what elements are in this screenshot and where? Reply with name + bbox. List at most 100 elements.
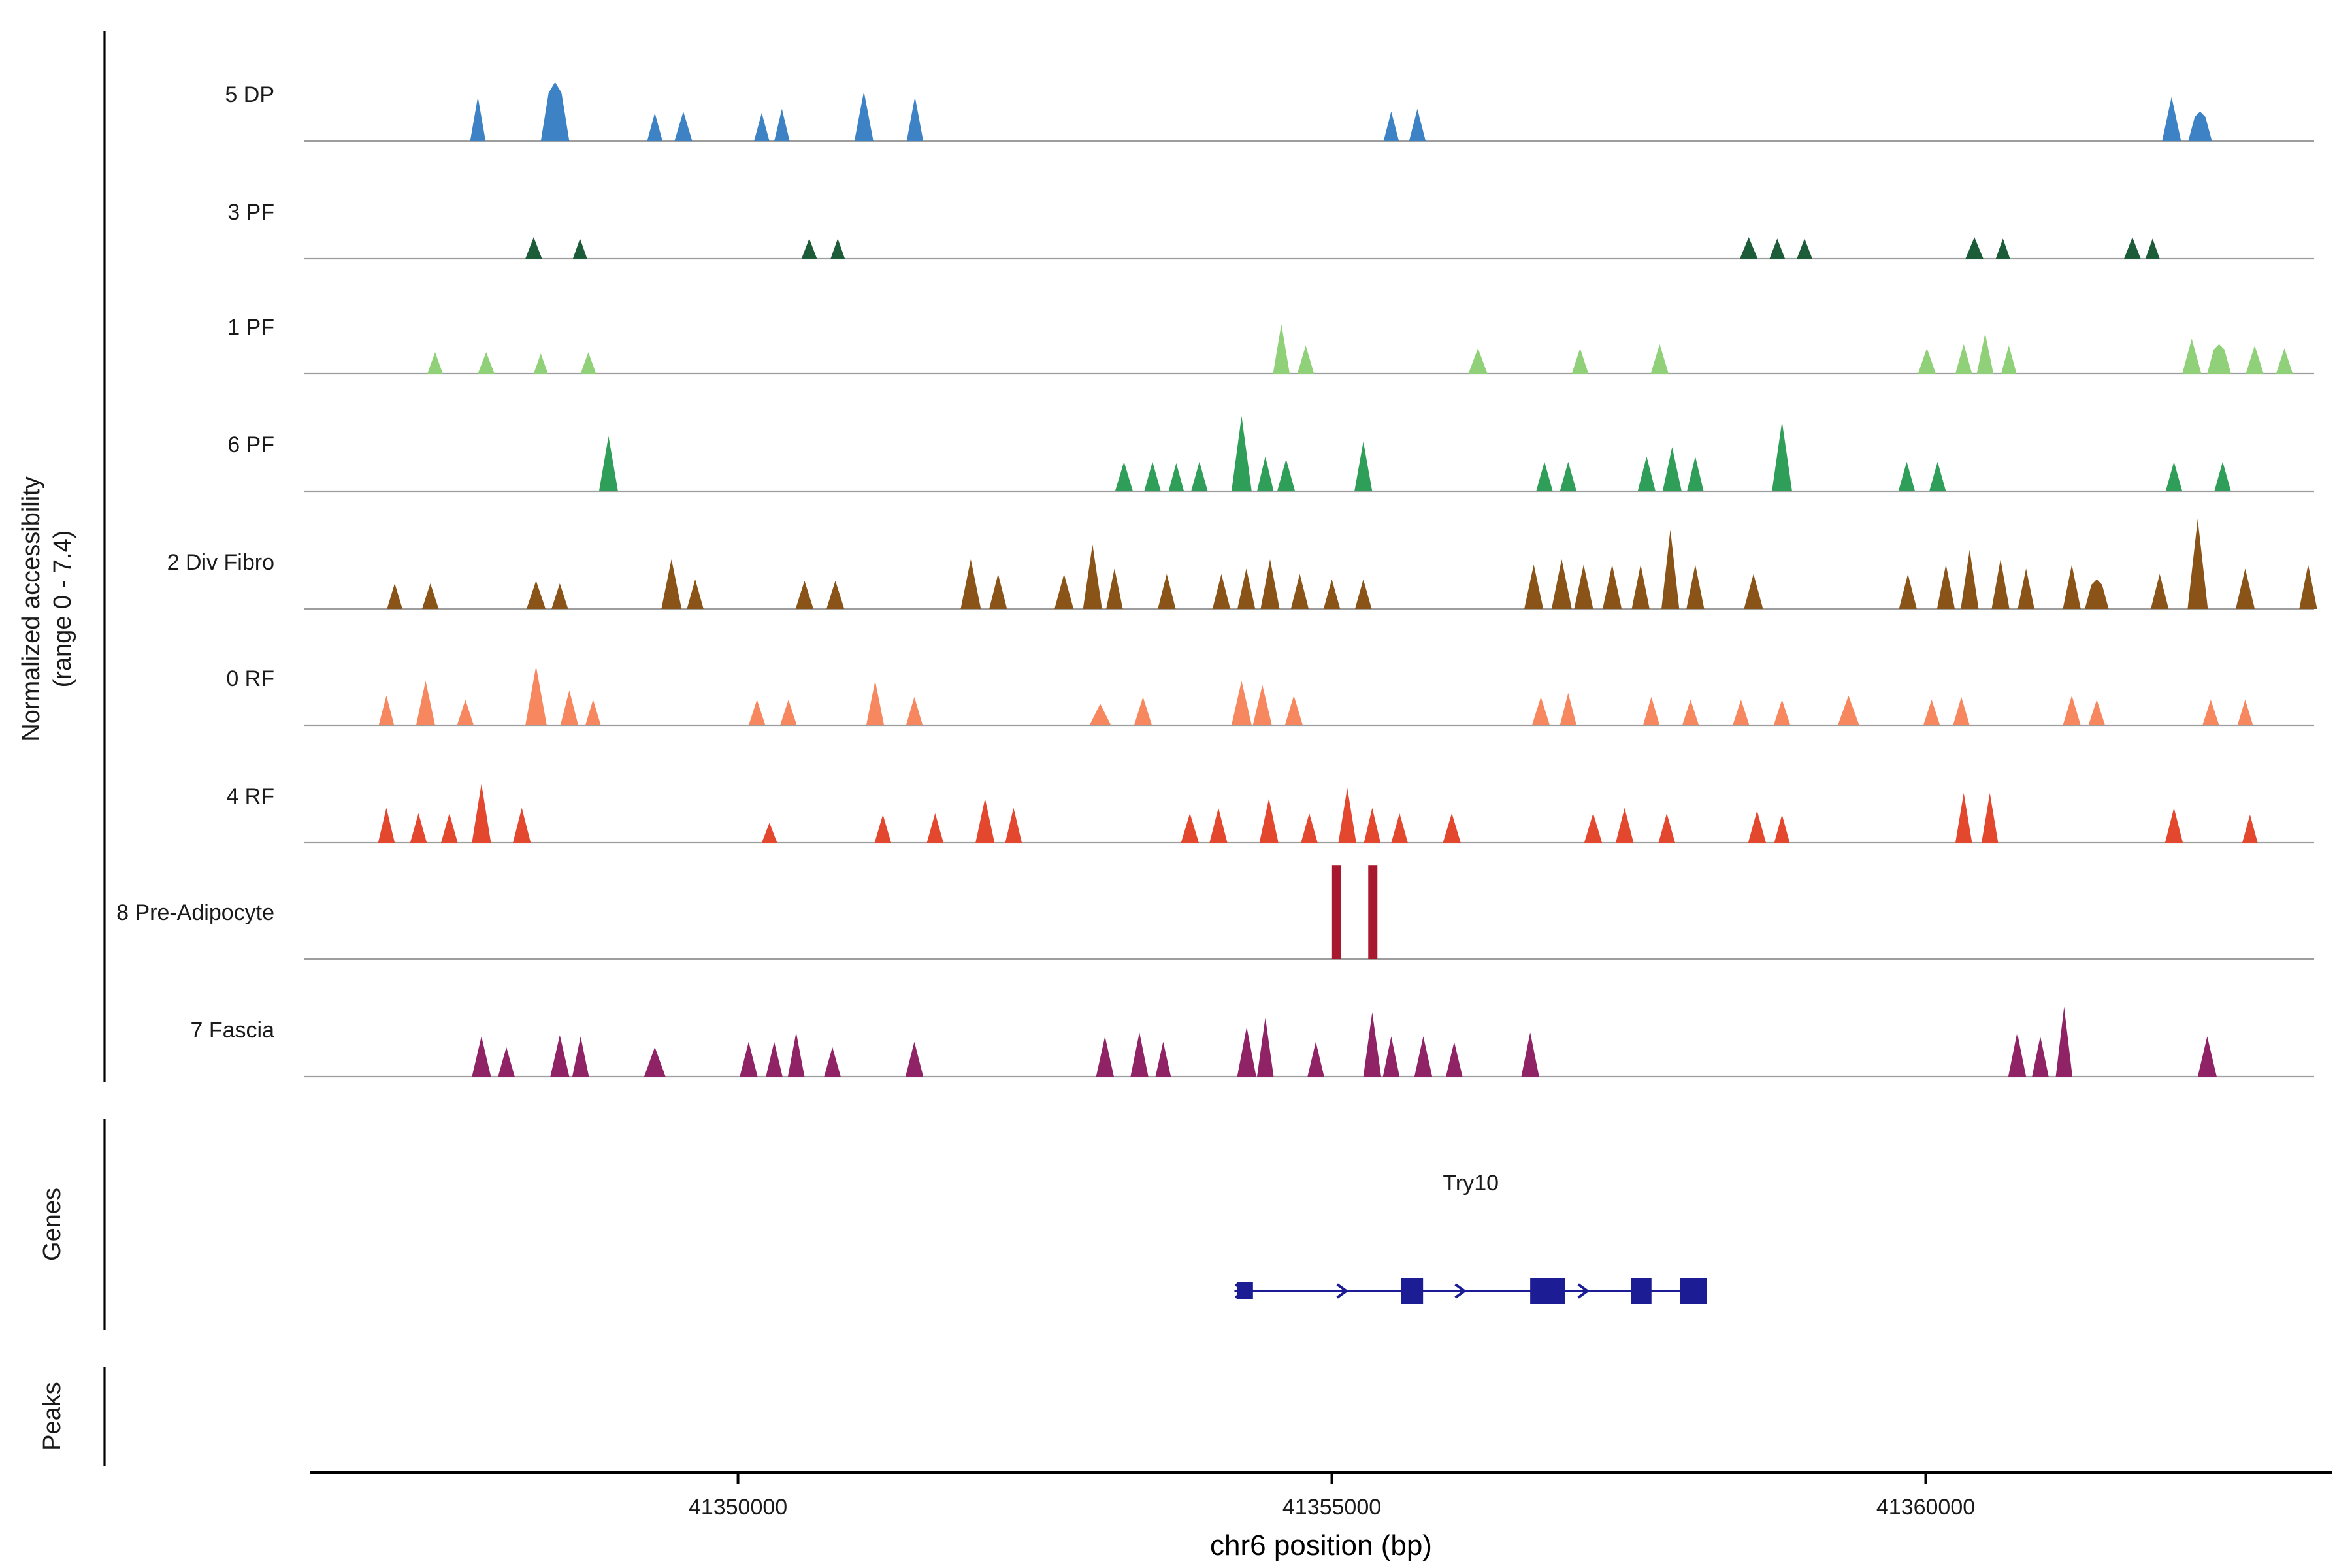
- signal-peak: [2008, 1032, 2027, 1077]
- signal-peak: [754, 112, 770, 141]
- signal-peak: [1257, 456, 1274, 491]
- signal-peak: [1531, 696, 1550, 725]
- signal-peak: [1297, 345, 1315, 374]
- signal-peak: [787, 1032, 805, 1077]
- strand-arrow-icon: [1577, 1283, 1590, 1299]
- signal-peak: [647, 112, 663, 141]
- signal-peak: [1837, 695, 1859, 725]
- signal-peak: [960, 559, 981, 609]
- signal-peak: [580, 352, 596, 374]
- exon-box: [1530, 1278, 1565, 1304]
- signal-peak: [1682, 699, 1699, 725]
- signal-peak: [1991, 559, 2010, 609]
- signal-peak: [2197, 1036, 2217, 1077]
- signal-peak: [905, 1041, 924, 1077]
- signal-peak: [470, 97, 486, 141]
- signal-peak: [1409, 108, 1426, 141]
- signal-peak: [1115, 461, 1134, 491]
- peaks-section-label: Peaks: [39, 1382, 66, 1451]
- signal-peak: [1918, 348, 1936, 374]
- signal-peak: [1155, 1041, 1171, 1077]
- signal-peak: [1237, 568, 1256, 609]
- signal-peak: [2063, 695, 2081, 725]
- signal-peak: [1290, 574, 1309, 609]
- signal-peak: [1252, 685, 1272, 725]
- signal-peak: [1144, 461, 1161, 491]
- signal-peak: [2063, 564, 2081, 609]
- track-label: 7 Fascia: [191, 1018, 275, 1043]
- signal-peak: [421, 583, 439, 609]
- signal-peak: [1181, 813, 1199, 843]
- signal-peak: [1168, 463, 1184, 491]
- signal-peak: [1976, 333, 1994, 374]
- track-label: 5 DP: [225, 82, 274, 107]
- signal-peak: [1212, 574, 1231, 609]
- signal-bar: [1331, 865, 1341, 959]
- signal-peak: [2246, 345, 2264, 374]
- track-3-pf: 3 PF: [227, 200, 2314, 260]
- signal-peak: [1981, 793, 1999, 843]
- signal-peak: [1650, 344, 1669, 374]
- signal-peak: [1995, 238, 2010, 259]
- signal-peak: [378, 695, 395, 725]
- signal-peak: [1277, 459, 1296, 491]
- signal-peak: [2236, 568, 2255, 609]
- track-6-pf: 6 PF: [227, 416, 2314, 493]
- signal-peak: [1961, 549, 1979, 609]
- signal-peak: [551, 583, 568, 609]
- track-label: 6 PF: [227, 433, 274, 457]
- signal-peak: [1106, 568, 1123, 609]
- signal-peak: [427, 352, 443, 374]
- signal-peak: [926, 813, 944, 843]
- track-2-div-fibro: 2 Div Fibro: [167, 519, 2317, 610]
- signal-peak: [2276, 348, 2293, 374]
- signal-peak: [1083, 544, 1102, 609]
- signal-peak: [674, 111, 693, 141]
- signal-peak: [1899, 574, 1917, 609]
- signal-peak: [1616, 808, 1634, 843]
- signal-peak: [2188, 111, 2212, 141]
- signal-peak: [2145, 238, 2160, 259]
- signal-peak: [550, 1035, 570, 1077]
- x-axis: 41350000 41355000 41360000 chr6 position (b…: [310, 1471, 2332, 1561]
- genes-section-label: Genes: [39, 1188, 66, 1261]
- signal-peak: [1560, 693, 1577, 725]
- signal-peak: [1231, 416, 1252, 491]
- gene-name-label: Try10: [1443, 1171, 1499, 1196]
- signal-peak: [1284, 695, 1303, 725]
- signal-peak: [761, 823, 777, 843]
- signal-peak: [1774, 814, 1790, 843]
- signal-peak: [824, 1047, 841, 1077]
- signal-peak: [1134, 696, 1152, 725]
- signal-peak: [1953, 696, 1970, 725]
- signal-peak: [2162, 97, 2181, 141]
- signal-peak: [1364, 808, 1381, 843]
- signal-peak: [1662, 447, 1682, 491]
- exon-box: [1237, 1282, 1253, 1299]
- signal-peak: [1130, 1032, 1149, 1077]
- track-label: 0 RF: [226, 666, 274, 691]
- x-axis-tick-label: 41360000: [1876, 1495, 1975, 1520]
- signal-peak: [1209, 808, 1228, 843]
- signal-peak: [1772, 421, 1793, 491]
- signal-peak: [2032, 1036, 2049, 1077]
- track-label: 3 PF: [227, 200, 274, 225]
- signal-peak: [975, 798, 995, 843]
- signal-peak: [1257, 1017, 1274, 1077]
- signal-peak: [1584, 813, 1603, 843]
- signal-peak: [1574, 564, 1593, 609]
- signal-peak: [1687, 456, 1704, 491]
- signal-peak: [1443, 813, 1461, 843]
- signal-peak: [2214, 461, 2231, 491]
- track-label: 4 RF: [226, 784, 274, 809]
- signal-peak: [2164, 808, 2183, 843]
- signal-peak: [513, 808, 531, 843]
- track-label: 8 Pre-Adipocyte: [116, 900, 274, 925]
- signal-peak: [441, 813, 458, 843]
- signal-peak: [2055, 1007, 2073, 1077]
- signal-peak: [1323, 579, 1341, 609]
- signal-peak: [1301, 813, 1318, 843]
- signal-peak: [2202, 699, 2219, 725]
- signal-peak: [1338, 787, 1356, 843]
